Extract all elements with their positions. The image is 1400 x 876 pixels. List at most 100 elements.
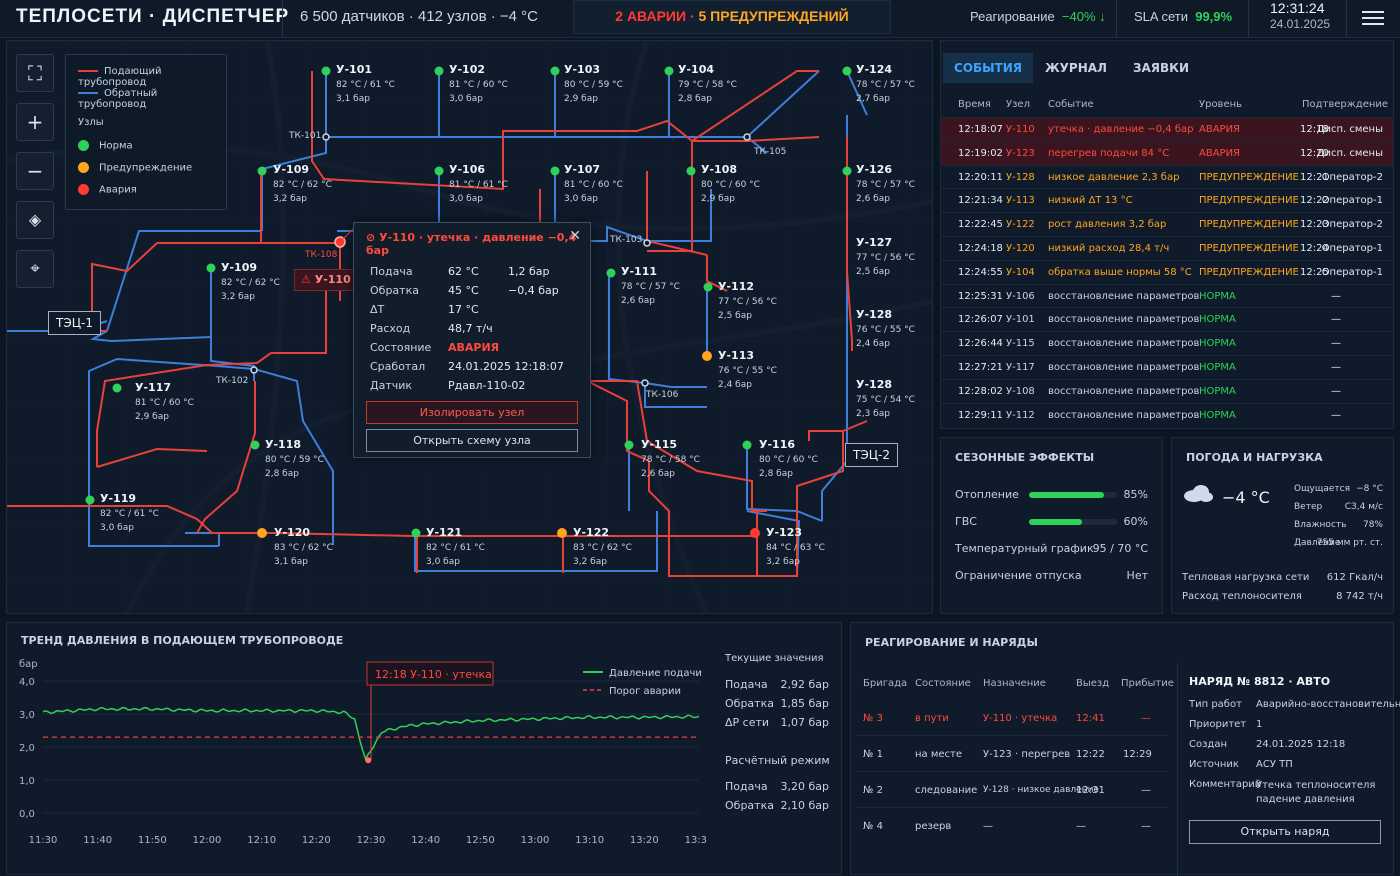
x-tick-label: 12:50 (466, 835, 495, 846)
warning-count: 5 ПРЕДУПРЕЖДЕНИЙ (698, 8, 849, 24)
order-cell: — (1076, 821, 1086, 832)
order-cell: — (1141, 713, 1151, 724)
temperature: −4 °С (1222, 488, 1270, 507)
menu-icon[interactable] (1362, 7, 1384, 27)
tec2-station[interactable]: ТЭЦ-2 (845, 443, 898, 467)
node-label[interactable]: У-123 84 °С / 63 °С 3,2 бар (766, 526, 825, 567)
heating-bar (1029, 492, 1117, 498)
event-row[interactable]: 12:28:02 У-108 восстановление параметров НО… (941, 378, 1393, 403)
node-label[interactable]: У-127 77 °С / 56 °С 2,5 бар (856, 236, 915, 277)
event-row[interactable]: 12:19:02 У-123 перегрев подачи 84 °С АВАРИЯ… (941, 140, 1393, 165)
isolate-node-button[interactable]: Изолировать узел (366, 401, 578, 424)
event-row[interactable]: 12:25:31 У-106 восстановление параметров НО… (941, 283, 1393, 308)
divider (1346, 0, 1347, 38)
event-annotation-box (366, 661, 494, 686)
node-label[interactable]: У-111 78 °С / 57 °С 2,6 бар (621, 265, 680, 306)
node-label[interactable]: У-104 79 °С / 58 °С 2,8 бар (678, 63, 737, 104)
zoom-in-icon[interactable]: + (16, 103, 54, 141)
tab-events[interactable]: СОБЫТИЯ (943, 53, 1033, 83)
node-label[interactable]: У-109 82 °С / 62 °С 3,2 бар (221, 261, 280, 302)
open-order-button[interactable]: Открыть наряд (1189, 820, 1381, 844)
order-cell: 12:22 (1076, 749, 1105, 760)
node-label[interactable]: У-112 77 °С / 56 °С 2,5 бар (718, 280, 777, 321)
close-icon[interactable]: ✕ (569, 228, 581, 244)
y-tick-label: 2,0 (19, 743, 35, 754)
node-label[interactable]: У-106 81 °С / 61 °С 3,0 бар (449, 163, 508, 204)
open-scheme-button[interactable]: Открыть схему узла (366, 429, 578, 452)
node-label[interactable]: У-101 82 °С / 61 °С 3,1 бар (336, 63, 395, 104)
alarm-node-tag[interactable]: ⚠ У-110 (294, 269, 358, 291)
y-tick-label: 3,0 (19, 710, 35, 721)
alarm-dot-icon (78, 184, 89, 195)
chamber-label: ТК-101 (289, 131, 322, 141)
event-row[interactable]: 12:22:45 У-122 рост давления 3,2 бар ПРЕДУП… (941, 212, 1393, 236)
event-row[interactable]: 12:24:55 У-104 обратка выше нормы 58 °С ПРЕ… (941, 259, 1393, 284)
divider (1248, 0, 1249, 38)
layers-icon[interactable]: ◈ (16, 201, 54, 239)
node-label[interactable]: У-126 78 °С / 57 °С 2,6 бар (856, 163, 915, 204)
supply-line-icon (78, 70, 98, 72)
tab-requests[interactable]: ЗАЯВКИ (1132, 61, 1190, 75)
node-label[interactable]: У-103 80 °С / 59 °С 2,9 бар (564, 63, 623, 104)
y-axis-label: бар (19, 659, 38, 670)
event-row[interactable]: 12:24:18 У-120 низкий расход 28,4 т/ч ПРЕДУ… (941, 236, 1393, 260)
divider (857, 735, 1167, 736)
node-label[interactable]: У-121 82 °С / 61 °С 3,0 бар (426, 526, 485, 567)
node-label[interactable]: У-120 83 °С / 62 °С 3,1 бар (274, 526, 333, 567)
top-bar: ТЕПЛОСЕТИ · ДИСПЕТЧЕР 6 500 датчиков · 4… (0, 0, 1400, 38)
app-title: ТЕПЛОСЕТИ · ДИСПЕТЧЕР (16, 6, 290, 27)
network-map[interactable]: ⛶ + − ◈ ⌖ Подающий трубопровод Обратный … (6, 40, 933, 614)
locate-icon[interactable]: ⌖ (16, 250, 54, 288)
node-label[interactable]: У-102 81 °С / 60 °С 3,0 бар (449, 63, 508, 104)
orders-title: РЕАГИРОВАНИЕ И НАРЯДЫ (865, 636, 1038, 649)
order-cell: У-128 · низкое давление (983, 785, 1099, 795)
clock: 12:31:24 24.01.2025 (1270, 0, 1331, 32)
tab-journal[interactable]: ЖУРНАЛ (1044, 61, 1108, 75)
node-label[interactable]: У-118 80 °С / 59 °С 2,8 бар (265, 438, 324, 479)
alarm-summary[interactable]: 2 АВАРИИ · 5 ПРЕДУПРЕЖДЕНИЙ (573, 0, 891, 34)
sla-stat: SLA сети 99,9% (1134, 9, 1233, 24)
node-label[interactable]: У-128 75 °С / 54 °С 2,3 бар (856, 378, 915, 419)
x-tick-label: 12:30 (357, 835, 386, 846)
pressure-chart[interactable]: бар 4,0 3,0 2,0 1,0 0,0 11:30 11:40 11:50 12:00 12… (7, 651, 707, 876)
event-row[interactable]: 12:20:11 У-128 низкое давление 2,3 бар ПРЕД… (941, 164, 1393, 189)
season-panel: СЕЗОННЫЕ ЭФФЕКТЫ Отопление 85% ГВС 60% Т… (940, 437, 1163, 614)
order-cell: У-110 · утечка (983, 713, 1058, 724)
x-tick-label: 12:10 (247, 835, 276, 846)
event-row[interactable]: 12:27:21 У-117 восстановление параметров НО… (941, 355, 1393, 379)
node-label[interactable]: У-122 83 °С / 62 °С 3,2 бар (573, 526, 632, 567)
events-header: Время Узел Событие Уровень Подтверждение (958, 99, 1389, 110)
event-row[interactable]: 12:18:07 У-110 утечка · давление −0,4 бар А… (941, 117, 1393, 141)
node-label[interactable]: У-108 80 °С / 60 °С 2,9 бар (701, 163, 760, 204)
zoom-out-icon[interactable]: − (16, 152, 54, 190)
event-row[interactable]: 12:21:34 У-113 низкий ΔT 13 °С ПРЕДУПРЕЖДЕН… (941, 188, 1393, 212)
x-tick-label: 12:40 (411, 835, 440, 846)
events-tabs: СОБЫТИЯ ЖУРНАЛ ЗАЯВКИ (941, 41, 1393, 93)
legend-supply-label: Давление подачи (609, 668, 702, 679)
order-cell: № 4 (863, 821, 883, 832)
event-annotation: 12:18 У-110 · утечка (375, 668, 492, 681)
node-label[interactable]: У-116 80 °С / 60 °С 2,8 бар (759, 438, 818, 479)
node-label[interactable]: У-109 82 °С / 62 °С 3,2 бар (273, 163, 332, 204)
node-label[interactable]: У-117 81 °С / 60 °С 2,9 бар (135, 381, 194, 422)
fullscreen-icon[interactable]: ⛶ (16, 54, 54, 92)
alarm-count: 2 АВАРИИ (615, 8, 687, 24)
node-label[interactable]: У-119 82 °С / 61 °С 3,0 бар (100, 492, 159, 533)
node-label[interactable]: У-107 81 °С / 60 °С 3,0 бар (564, 163, 623, 204)
event-row[interactable]: 12:26:44 У-115 восстановление параметров НО… (941, 331, 1393, 355)
order-cell: в пути (915, 713, 949, 724)
node-label[interactable]: У-115 78 °С / 58 °С 2,6 бар (641, 438, 700, 479)
event-row[interactable]: 12:26:07 У-101 восстановление параметров НО… (941, 307, 1393, 331)
node-label[interactable]: У-113 76 °С / 55 °С 2,4 бар (718, 349, 777, 390)
reaction-stat: Реагирование −40% ↓ (970, 9, 1106, 24)
divider (857, 771, 1167, 772)
node-label[interactable]: У-128 76 °С / 55 °С 2,4 бар (856, 308, 915, 349)
tec1-station[interactable]: ТЭЦ-1 (48, 311, 101, 335)
pressure-trend-panel: ТРЕНД ДАВЛЕНИЯ В ПОДАЮЩЕМ ТРУБОПРОВОДЕ б… (6, 622, 842, 875)
x-tick-label: 11:40 (83, 835, 112, 846)
order-cell: — (1141, 785, 1151, 796)
event-row[interactable]: 12:29:11 У-112 восстановление параметров НО… (941, 402, 1393, 427)
normal-dot-icon (78, 140, 89, 151)
node-label[interactable]: У-124 78 °С / 57 °С 2,7 бар (856, 63, 915, 104)
network-summary: 6 500 датчиков · 412 узлов · −4 °С (300, 8, 538, 25)
